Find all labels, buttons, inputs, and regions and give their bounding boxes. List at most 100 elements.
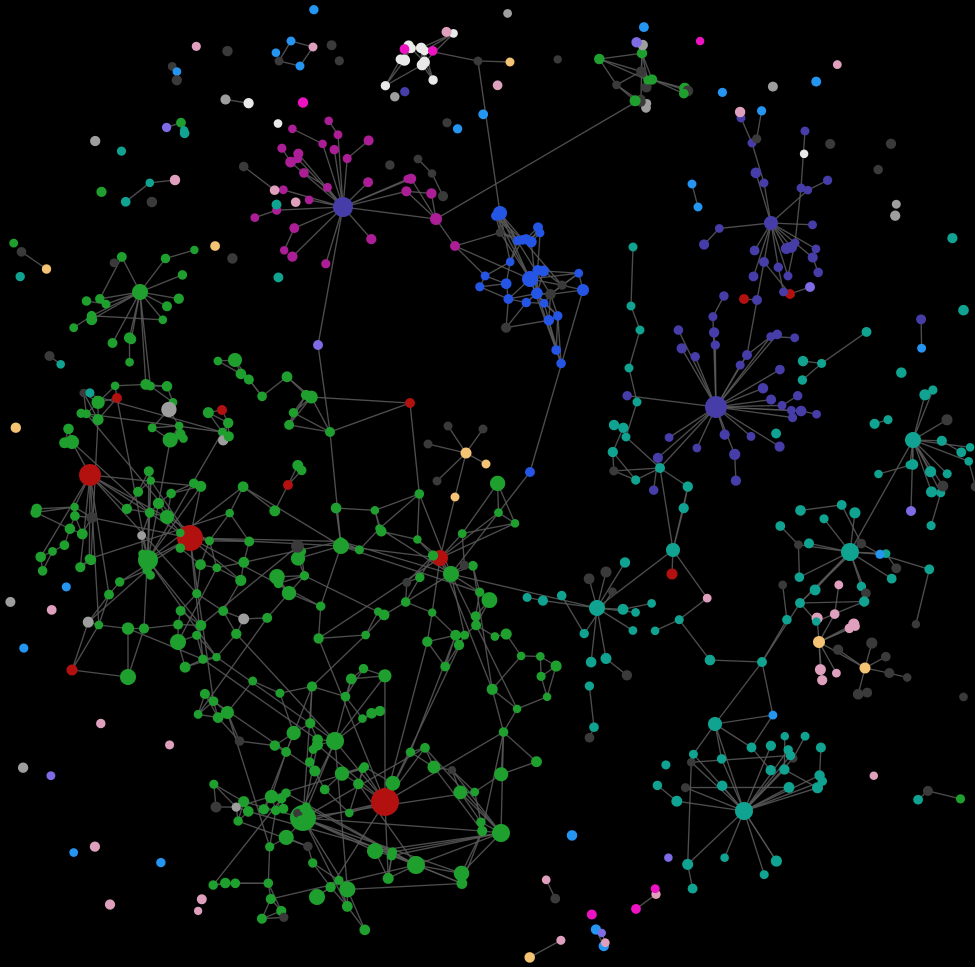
- graph-node[interactable]: [210, 241, 220, 251]
- graph-node[interactable]: [334, 875, 344, 886]
- graph-node[interactable]: [270, 805, 281, 816]
- graph-node[interactable]: [92, 414, 104, 426]
- graph-node[interactable]: [257, 391, 267, 402]
- graph-node[interactable]: [583, 573, 595, 585]
- graph-node[interactable]: [288, 124, 297, 134]
- graph-node[interactable]: [374, 705, 386, 717]
- graph-node[interactable]: [453, 639, 465, 651]
- graph-node[interactable]: [427, 550, 439, 561]
- graph-node[interactable]: [796, 183, 806, 193]
- graph-node[interactable]: [220, 94, 231, 105]
- graph-node[interactable]: [46, 604, 57, 615]
- graph-node[interactable]: [708, 717, 722, 731]
- graph-node[interactable]: [832, 644, 844, 655]
- graph-node[interactable]: [917, 343, 927, 353]
- graph-node[interactable]: [427, 169, 437, 178]
- graph-node[interactable]: [632, 397, 642, 407]
- graph-node[interactable]: [545, 289, 556, 300]
- graph-node[interactable]: [303, 841, 313, 852]
- graph-node[interactable]: [716, 754, 727, 764]
- graph-node[interactable]: [269, 505, 281, 517]
- graph-node[interactable]: [278, 803, 289, 814]
- graph-node[interactable]: [655, 463, 665, 473]
- graph-node[interactable]: [235, 368, 247, 380]
- graph-node[interactable]: [471, 620, 482, 631]
- graph-node[interactable]: [407, 856, 425, 874]
- graph-node[interactable]: [220, 877, 231, 889]
- graph-node[interactable]: [964, 456, 974, 466]
- graph-node[interactable]: [308, 744, 318, 754]
- graph-node[interactable]: [443, 421, 453, 431]
- graph-node[interactable]: [664, 433, 674, 442]
- graph-node[interactable]: [714, 223, 724, 233]
- graph-node[interactable]: [353, 778, 364, 790]
- graph-node[interactable]: [413, 154, 423, 164]
- graph-node[interactable]: [759, 178, 769, 188]
- graph-node[interactable]: [442, 118, 452, 128]
- graph-node[interactable]: [428, 75, 438, 85]
- graph-node[interactable]: [354, 545, 364, 555]
- graph-node[interactable]: [859, 662, 871, 674]
- graph-node[interactable]: [841, 543, 859, 561]
- graph-node[interactable]: [46, 771, 56, 781]
- graph-node[interactable]: [797, 375, 808, 385]
- graph-node[interactable]: [312, 734, 323, 746]
- graph-node[interactable]: [75, 562, 86, 573]
- graph-node[interactable]: [450, 492, 460, 502]
- graph-node[interactable]: [271, 199, 282, 210]
- graph-node[interactable]: [652, 780, 663, 791]
- graph-node[interactable]: [674, 615, 684, 625]
- graph-node[interactable]: [829, 609, 840, 619]
- graph-node[interactable]: [815, 742, 826, 753]
- graph-node[interactable]: [822, 175, 833, 185]
- graph-node[interactable]: [916, 314, 927, 325]
- graph-node[interactable]: [756, 106, 767, 116]
- graph-node[interactable]: [807, 252, 818, 263]
- graph-node[interactable]: [166, 488, 176, 499]
- graph-node[interactable]: [400, 597, 411, 607]
- graph-node[interactable]: [234, 736, 245, 746]
- graph-node[interactable]: [848, 618, 860, 630]
- graph-node[interactable]: [891, 199, 901, 209]
- graph-node[interactable]: [624, 363, 634, 373]
- graph-node[interactable]: [785, 750, 796, 761]
- graph-node[interactable]: [626, 301, 636, 311]
- graph-node[interactable]: [165, 740, 175, 750]
- graph-node[interactable]: [584, 681, 595, 691]
- graph-node[interactable]: [256, 913, 267, 924]
- graph-node[interactable]: [652, 452, 664, 464]
- graph-node[interactable]: [501, 322, 512, 333]
- graph-node[interactable]: [205, 536, 214, 546]
- graph-node[interactable]: [138, 623, 150, 634]
- graph-node[interactable]: [295, 61, 305, 71]
- graph-node[interactable]: [70, 511, 80, 521]
- graph-node[interactable]: [427, 45, 438, 56]
- graph-node[interactable]: [358, 663, 369, 674]
- graph-node[interactable]: [906, 506, 916, 516]
- graph-node[interactable]: [101, 299, 111, 309]
- graph-node[interactable]: [819, 514, 829, 524]
- graph-node[interactable]: [385, 160, 395, 170]
- graph-node[interactable]: [693, 202, 703, 212]
- graph-node[interactable]: [31, 503, 42, 515]
- graph-node[interactable]: [666, 568, 678, 580]
- graph-node[interactable]: [730, 475, 742, 486]
- graph-node[interactable]: [494, 508, 503, 517]
- graph-node[interactable]: [618, 422, 629, 433]
- graph-node[interactable]: [324, 116, 333, 126]
- graph-node[interactable]: [265, 842, 275, 852]
- graph-node[interactable]: [96, 186, 107, 198]
- graph-node[interactable]: [300, 389, 312, 401]
- graph-node[interactable]: [110, 381, 120, 391]
- graph-node[interactable]: [682, 858, 694, 870]
- graph-node[interactable]: [258, 804, 270, 815]
- graph-node[interactable]: [782, 614, 792, 625]
- graph-node[interactable]: [803, 185, 813, 195]
- graph-node[interactable]: [443, 566, 459, 582]
- graph-node[interactable]: [817, 776, 828, 786]
- graph-node[interactable]: [926, 521, 936, 531]
- graph-node[interactable]: [193, 709, 203, 719]
- graph-node[interactable]: [304, 195, 314, 205]
- graph-node[interactable]: [250, 213, 260, 222]
- graph-node[interactable]: [432, 476, 442, 486]
